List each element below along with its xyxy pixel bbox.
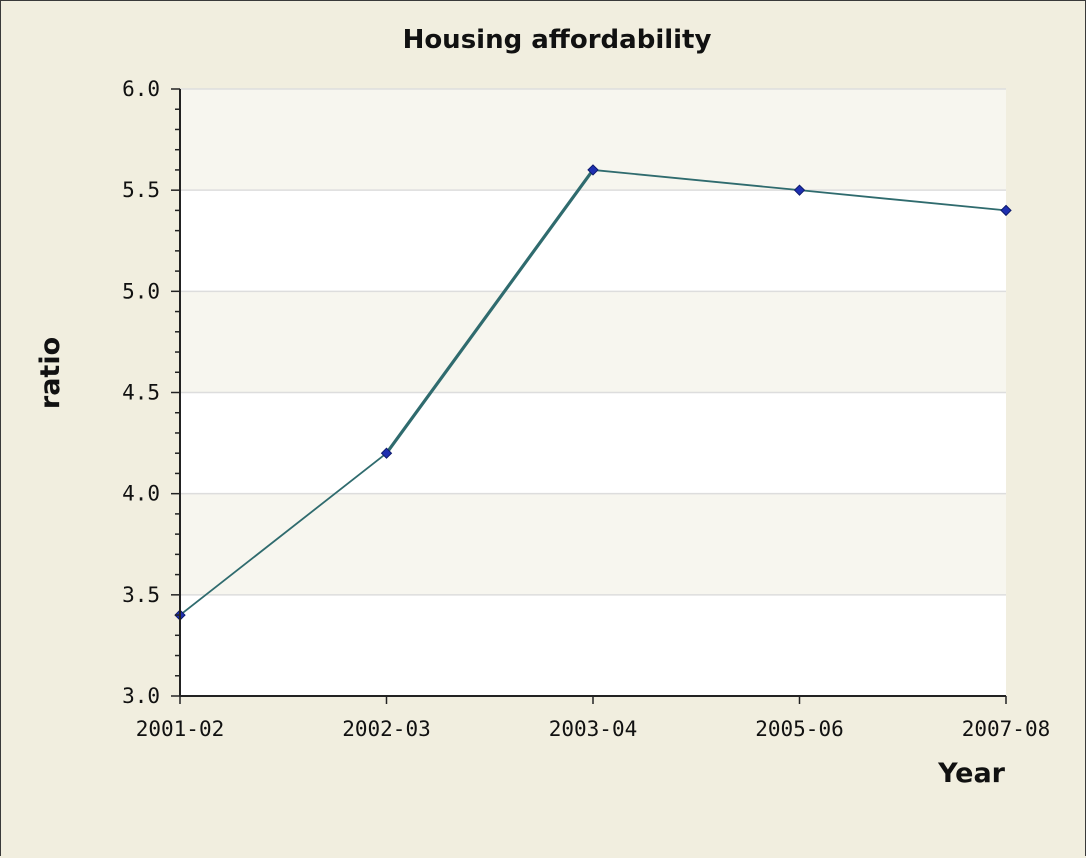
plot-background-bands (180, 89, 1006, 696)
gridlines (180, 88, 1006, 596)
y-tick-label: 3.5 (122, 583, 160, 607)
series-line-segment (592, 169, 801, 192)
series-line-segment (179, 452, 388, 616)
data-point (587, 164, 599, 176)
y-tick-label: 4.0 (122, 482, 160, 506)
y-tick-label: 5.5 (122, 178, 160, 202)
series-layer (174, 164, 1012, 621)
chart-title: Housing affordability (403, 25, 712, 55)
data-point (1000, 204, 1012, 217)
y-axis-title: ratio (35, 337, 66, 409)
plot-band (180, 392, 1006, 494)
x-tick-label: 2001-02 (136, 717, 225, 741)
axes (171, 88, 1007, 704)
series-line-segment (798, 189, 1007, 212)
series-line-segment (384, 168, 595, 455)
y-tick-label: 3.0 (122, 684, 160, 708)
y-tick-label: 5.0 (122, 279, 160, 303)
x-axis-title: Year (937, 758, 1006, 789)
data-point (380, 447, 393, 459)
x-tick-label: 2007-08 (962, 717, 1051, 741)
data-point (793, 184, 806, 196)
x-tick-label: 2005-06 (755, 717, 844, 741)
plot-band (180, 291, 1006, 393)
plot-band (180, 594, 1006, 696)
plot-band (180, 190, 1006, 292)
y-tick-label: 4.5 (122, 381, 160, 405)
x-tick-label: 2002-03 (342, 717, 431, 741)
y-tick-label: 6.0 (122, 77, 160, 101)
tick-labels: 3.0 3.5 4.0 4.5 5.0 5.5 6.0 2001-02 2002-03 2003-… (122, 77, 1050, 741)
x-tick-label: 2003-04 (549, 717, 638, 741)
plot-band (180, 493, 1006, 595)
